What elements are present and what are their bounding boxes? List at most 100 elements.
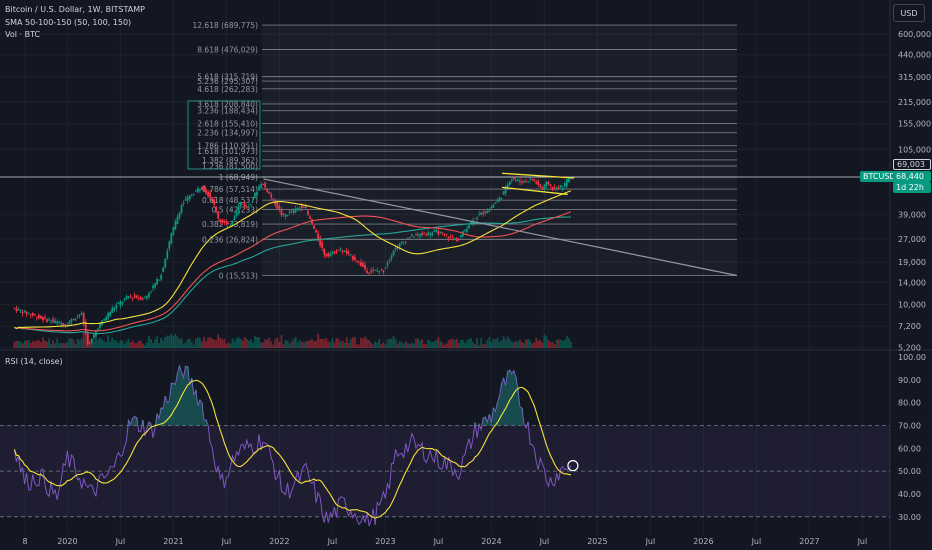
candle-body [86, 333, 89, 345]
volume-bar [337, 338, 340, 348]
rsi-overbought-fill [512, 370, 516, 426]
x-axis-tick: 2020 [57, 537, 77, 546]
price-axis-tick: 5,200 [898, 344, 921, 353]
rsi-axis-tick: 40.00 [898, 490, 921, 499]
volume-bar [46, 341, 48, 348]
candle-body [439, 232, 442, 233]
volume-bar [260, 342, 262, 348]
candle-body [408, 236, 411, 238]
volume-bar [199, 338, 201, 348]
rsi-axis-tick: 80.00 [898, 399, 921, 408]
candle-body [521, 182, 523, 184]
x-axis-tick: 2024 [481, 537, 501, 546]
candle-body [78, 314, 81, 316]
candle-body [50, 321, 52, 323]
candle-body [264, 182, 267, 188]
volume-bar [180, 338, 183, 348]
fib-level-label: 1 (68,949) [219, 173, 258, 182]
volume-bar [143, 345, 146, 348]
rsi-overbought-fill [492, 408, 495, 426]
rsi-overbought-fill [504, 385, 507, 426]
volume-bar [23, 340, 26, 348]
volume-bar [517, 341, 519, 348]
candle-body [247, 206, 250, 208]
symbol-legend[interactable]: Bitcoin / U.S. Dollar, 1W, BITSTAMP [5, 5, 145, 14]
volume-bar [19, 341, 22, 348]
volume-bar [476, 338, 479, 348]
candle-body [190, 195, 193, 197]
candle-body [539, 184, 542, 187]
volume-bar [174, 333, 177, 348]
candle-body [225, 221, 228, 223]
volume-bar [80, 338, 83, 348]
candle-body [292, 209, 295, 213]
volume-bar [570, 341, 572, 348]
candle-body [76, 315, 79, 317]
candle-body [398, 243, 401, 247]
candle-body [184, 199, 187, 201]
candle-body [402, 241, 405, 243]
fib-level-label: 0.236 (26,824) [202, 235, 258, 244]
rsi-legend[interactable]: RSI (14, close) [5, 357, 63, 366]
candle-body [60, 323, 63, 325]
candle-body [455, 237, 458, 242]
volume-bar [388, 338, 391, 348]
volume-bar [339, 341, 342, 348]
sma-100-line [14, 211, 572, 332]
volume-bar [254, 336, 256, 348]
sma-legend[interactable]: SMA 50-100-150 (50, 100, 150) [5, 18, 132, 27]
candle-body [109, 311, 112, 316]
volume-bar [525, 339, 527, 348]
volume-bar [451, 338, 454, 348]
candle-body [343, 251, 346, 253]
volume-bar [93, 341, 95, 348]
candle-body [252, 199, 254, 201]
candle-body [417, 234, 419, 236]
rsi-overbought-fill [135, 417, 138, 426]
flag-lower-line [501, 186, 568, 196]
candle-body [213, 199, 216, 205]
candle-body [464, 230, 466, 232]
candle-body [129, 295, 132, 297]
volume-bar [484, 343, 487, 348]
candle-body [194, 190, 197, 192]
candle-body [374, 269, 377, 271]
volume-bar [441, 342, 444, 348]
volume-bar [227, 342, 230, 348]
volume-bar [327, 341, 330, 348]
volume-bar [262, 342, 264, 348]
candle-body [567, 178, 570, 183]
volume-legend[interactable]: Vol · BTC [5, 30, 41, 39]
candle-body [266, 188, 269, 193]
rsi-overbought-fill [158, 418, 161, 426]
candle-body [488, 209, 491, 212]
volume-bar [311, 338, 313, 348]
rsi-overbought-fill [482, 418, 485, 426]
candle-body [113, 307, 116, 310]
volume-bar [549, 341, 552, 348]
candle-body [457, 238, 460, 240]
volume-bar [282, 344, 285, 348]
candle-body [182, 202, 185, 204]
candle-body [364, 264, 366, 270]
volume-bar [372, 344, 375, 348]
candle-body [353, 257, 356, 261]
volume-bar [541, 342, 544, 348]
candle-body [478, 213, 481, 215]
candle-body [415, 234, 417, 236]
volume-bar [274, 338, 277, 348]
volume-bar [406, 343, 409, 348]
candle-body [199, 188, 201, 191]
currency-button[interactable]: USD [893, 4, 925, 22]
volume-bar [207, 337, 209, 348]
volume-bar [135, 343, 138, 348]
volume-bar [521, 342, 523, 348]
volume-bar [64, 343, 67, 348]
candle-body [137, 297, 140, 299]
candle-body [168, 241, 171, 249]
candle-body [23, 310, 26, 312]
rsi-overbought-fill [520, 408, 524, 426]
candle-body [229, 225, 232, 227]
candle-body [260, 184, 262, 188]
